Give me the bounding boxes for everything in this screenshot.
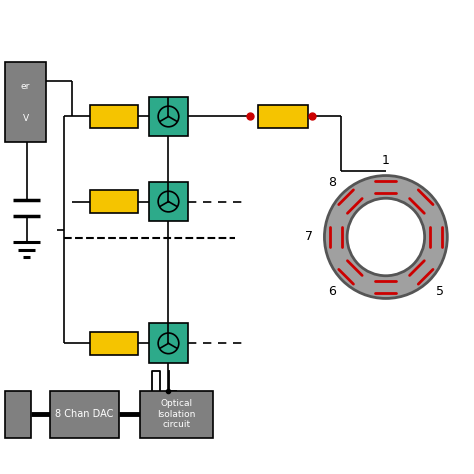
Text: er: er	[21, 82, 30, 91]
FancyBboxPatch shape	[258, 105, 308, 128]
Circle shape	[347, 198, 425, 276]
FancyBboxPatch shape	[149, 323, 188, 363]
FancyBboxPatch shape	[50, 391, 119, 438]
FancyBboxPatch shape	[5, 391, 31, 438]
Text: 5: 5	[436, 285, 444, 298]
Circle shape	[324, 175, 447, 299]
FancyBboxPatch shape	[91, 190, 138, 213]
FancyBboxPatch shape	[140, 391, 213, 438]
Text: 6: 6	[328, 285, 336, 298]
Text: 7: 7	[305, 230, 313, 244]
Text: 8 Chan DAC: 8 Chan DAC	[55, 409, 114, 419]
FancyBboxPatch shape	[91, 105, 138, 128]
FancyBboxPatch shape	[5, 62, 46, 143]
FancyBboxPatch shape	[149, 97, 188, 137]
FancyBboxPatch shape	[91, 332, 138, 355]
Text: 1: 1	[382, 154, 390, 167]
Text: Optical
Isolation
circuit: Optical Isolation circuit	[157, 399, 196, 429]
FancyBboxPatch shape	[149, 182, 188, 221]
Text: 8: 8	[328, 176, 336, 189]
Text: V: V	[22, 114, 28, 123]
